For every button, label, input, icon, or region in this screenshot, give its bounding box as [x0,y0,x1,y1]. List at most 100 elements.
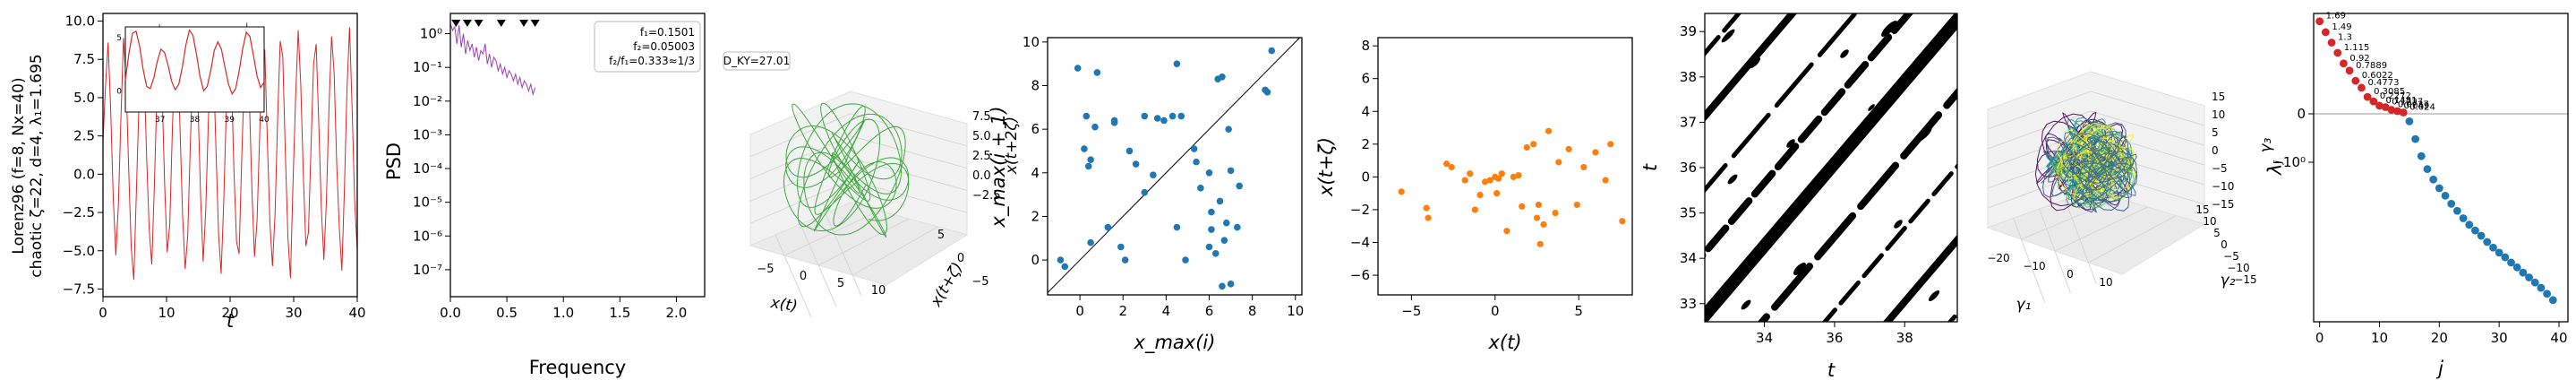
psd-peak-marker [519,20,529,27]
return-map-point [1083,112,1091,120]
y-tick-label: 10 [1023,34,1040,50]
embedding3d-x-tick-label: 5 [837,277,844,290]
latent3d-trajectory [2034,111,2138,213]
return-map-point [1104,223,1112,231]
inset-x-tick-label: 37 [155,116,165,125]
return-map-point [1263,89,1271,96]
return-map-point [1227,167,1235,175]
embedding3d-xlabel: x(t) [768,294,798,316]
x-tick-label: 2.0 [666,305,688,321]
y-tick-label: 10⁻³ [413,126,442,143]
lyapunov-negative-point [2483,238,2492,246]
y-tick-label: 10⁻⁴ [413,160,442,177]
grid-line [2064,199,2097,284]
lyapunov-point-label: 0.3085 [2374,87,2405,97]
return-map-point [1173,223,1181,231]
space-time-band [1705,13,1798,122]
psd-annotation-f2: f₂=0.05003 [633,40,695,53]
latent3d-xlabel: γ₁ [2016,296,2032,314]
y-tick-label: 2.5 [73,128,95,144]
lyapunov-positive-point [2345,66,2354,75]
space-time-image [1374,0,1957,358]
embedding3d-grid [749,113,968,318]
return-map-point [1093,69,1101,76]
x-tick-label: 40 [348,305,365,321]
delay-scatter-point [1443,160,1451,168]
delay-scatter-point [1607,141,1614,148]
return-map-point [1182,256,1189,264]
inset-y-tick-label: 0 [116,87,122,96]
grid-line [2090,91,2205,126]
y-tick-label: 8 [1361,38,1370,54]
space-time-blob [1918,127,1932,142]
delay-scatter-point [1425,214,1432,221]
inset-x-tick-label: 39 [225,116,235,125]
return-map-point [1087,156,1094,164]
grid-line [817,218,910,266]
delay-scatter-point [1398,188,1405,195]
latent3d-floor-pane [1986,189,2206,275]
return-map-diagonal [1047,37,1300,293]
return-map-point [1160,117,1168,125]
return-map-point [1225,125,1232,133]
lyapunov-point-label: 0.0727 [2398,100,2429,110]
x-tick-label: 2 [1118,303,1127,319]
y-tick-label: 8 [1031,78,1040,94]
lyapunov-negative-point [2423,165,2432,174]
x-tick-label: 1.0 [552,305,574,321]
grid-line [1987,110,2092,150]
psd-peak-marker [462,20,472,27]
delay-scatter-ylabel: x(t+ζ) [1315,137,1337,197]
return-map-point [1177,112,1185,120]
return-map-point [1121,256,1129,264]
lyapunov-negative-point [2489,243,2497,252]
embedding3d-z-tick-label: 2.5 [972,150,991,163]
latent3d-z-tick-label: 10 [2212,108,2225,121]
lyapunov-negative-point [2459,214,2468,222]
lyapunov-positive-point [2358,83,2366,92]
lyapunov-positive-point [2315,17,2324,26]
x-tick-label: 0 [2315,330,2324,346]
psd-xlabel: Frequency [529,357,627,378]
embedding3d-z-tick-label: −2.5 [972,189,1001,203]
lyapunov-negative-point [2417,151,2426,160]
inset-y-tick-label: 5 [116,34,122,43]
return-map-point [1205,169,1213,177]
delay-scatter-point [1515,171,1522,179]
psd-annotation-box [594,21,701,73]
return-map-point [1236,182,1244,190]
latent3d-x-tick-label: 0 [2067,268,2074,281]
embedding3d-z-tick-label: 5.0 [972,130,991,143]
lyapunov-point-label: 1.49 [2332,22,2351,32]
delay-scatter-point [1423,204,1430,212]
grid-line [850,179,968,213]
y-tick-label: 0.0 [73,166,95,182]
return-map-point [1197,185,1204,192]
y-tick-label: −6 [1350,267,1370,283]
latent3d-y-tick-label: 0 [2221,238,2228,251]
figure-ylabel-line1: Lorenz96 (f=8, Nx=40) [10,77,28,254]
lyapunov-point-label: 0.049 [2404,101,2430,111]
panel-lyapunov: 1.691.491.31.1150.920.78890.60220.47730.… [2264,12,2569,379]
embedding3d-z-tick-label: 7.5 [972,110,991,124]
lyapunov-positive-point [2399,108,2408,117]
return-map-point [1227,281,1235,288]
lyapunov-negative-point [2495,248,2503,257]
delay-scatter-point [1552,209,1559,217]
space-time-band [1374,0,1698,358]
return-map-point [1205,243,1213,251]
x-tick-label: 0 [1075,303,1084,319]
y-tick-label: 39 [1680,23,1697,39]
delay-scatter-point [1476,191,1484,199]
grid-line [775,234,812,318]
x-tick-label: 0 [1491,303,1500,319]
latent3d-y-tick-label: 10 [2203,215,2216,228]
y-tick-label: 37 [1680,114,1697,130]
y-tick-label: 6 [1031,121,1040,137]
x-tick-label: 6 [1205,303,1214,319]
y-tick-label: 0 [1361,169,1370,185]
return-map-point [1219,73,1226,81]
return-map-point [1084,162,1092,170]
embedding3d-x-tick-label: 10 [871,284,886,298]
latent3d-z-tick-label: 0 [2212,144,2219,157]
